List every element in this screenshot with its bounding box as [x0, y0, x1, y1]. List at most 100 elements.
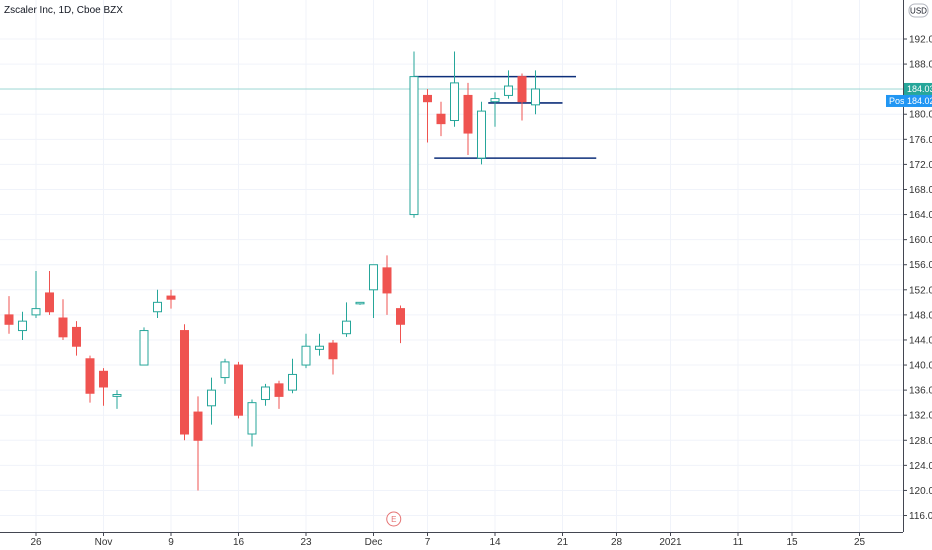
candle-body: [342, 320, 351, 335]
candle-up: [261, 383, 270, 406]
price-tick-label: 176.00: [909, 135, 932, 146]
time-tick-label: 26: [30, 537, 42, 548]
candle-down: [234, 361, 243, 419]
candle-body: [504, 85, 513, 96]
time-tick-label: 28: [611, 537, 623, 548]
candle-body: [112, 394, 122, 397]
candle-up: [31, 270, 41, 319]
time-tick-label: 11: [733, 537, 744, 548]
candle-body: [31, 308, 41, 316]
candle-body: [436, 113, 446, 125]
candle-up: [207, 377, 216, 425]
candle-body: [85, 358, 95, 394]
candle-down: [436, 101, 446, 137]
time-tick-label: Dec: [365, 537, 383, 548]
candle-down: [396, 305, 405, 344]
time-tick-label: 7: [425, 537, 431, 548]
candle-body: [193, 411, 203, 441]
time-tick-label: 14: [489, 537, 501, 548]
candle-up: [409, 51, 419, 218]
candle-body: [58, 317, 68, 338]
candle-body: [207, 389, 216, 407]
candle-body: [247, 402, 257, 435]
candle-up: [342, 302, 351, 337]
time-tick-label: 21: [557, 537, 569, 548]
price-tick-label: 124.00: [909, 461, 932, 472]
candle-body: [301, 345, 311, 366]
candle-down: [517, 73, 527, 121]
candle-down: [423, 89, 432, 143]
candle-down: [382, 255, 392, 315]
last-price-tag: 184.03: [904, 82, 932, 95]
last-price-value: 184.03: [907, 84, 932, 94]
candle-body: [4, 314, 14, 325]
candle-down: [99, 368, 108, 406]
candle-body: [288, 373, 297, 391]
post-market-price: 184.02: [907, 96, 932, 106]
candle-up: [18, 311, 27, 340]
candle-body: [261, 386, 270, 401]
earnings-event-label: E: [391, 515, 396, 524]
price-tick-label: 140.00: [909, 361, 932, 372]
currency-button[interactable]: USD: [908, 3, 929, 18]
candle-body: [409, 76, 419, 216]
candle-body: [477, 110, 486, 159]
candle-down: [463, 82, 473, 155]
time-axis[interactable]: 26 Nov 9 16 23 Dec 7 14 21 28 2021 11 15 25: [30, 532, 865, 548]
candle-up: [288, 358, 297, 394]
candle-up: [139, 327, 149, 366]
candle-body: [315, 345, 324, 350]
candle-body: [220, 361, 230, 379]
candle-body: [274, 383, 284, 397]
price-tick-label: 156.00: [909, 260, 932, 271]
price-axis[interactable]: 116.00 120.00 124.00 128.00 132.00 136.00 140.…: [903, 35, 932, 523]
candle-up: [490, 92, 500, 127]
candle-body: [517, 76, 527, 103]
price-tick-label: 172.00: [909, 160, 932, 171]
price-tick-label: 136.00: [909, 386, 932, 397]
candle-up: [220, 358, 230, 384]
candle-down: [4, 296, 14, 334]
candle-up: [531, 70, 540, 115]
price-tick-label: 144.00: [909, 335, 932, 346]
time-tick-label: 2021: [659, 537, 682, 548]
candle-up: [450, 51, 459, 127]
drawn-horizontal-lines[interactable]: [414, 75, 597, 159]
candle-up: [153, 289, 162, 319]
candle-body: [531, 88, 540, 106]
candle-down: [180, 324, 189, 441]
candle-down: [45, 270, 54, 315]
candle-body: [463, 94, 473, 134]
candle-body: [396, 308, 405, 325]
time-tick-label: 16: [233, 537, 245, 548]
candle-down: [85, 355, 95, 403]
price-tick-label: 132.00: [909, 411, 932, 422]
time-tick-label: Nov: [95, 537, 113, 548]
candle-body: [18, 320, 27, 332]
candle-up: [315, 333, 324, 356]
price-tick-label: 160.00: [909, 235, 932, 246]
candle-up: [504, 70, 513, 99]
candle-body: [99, 370, 108, 388]
candle-down: [166, 289, 176, 309]
price-tick-label: 192.00: [909, 35, 932, 46]
currency-label: USD: [910, 7, 927, 16]
earnings-event-marker[interactable]: E: [386, 511, 402, 527]
candle-up: [369, 264, 378, 319]
price-tick-label: 180.00: [909, 110, 932, 121]
candle-body: [328, 342, 338, 360]
candle-down: [72, 321, 81, 356]
candle-up: [301, 333, 311, 369]
price-tick-label: 116.00: [909, 511, 932, 522]
candle-body: [72, 326, 81, 347]
price-tick-label: 188.00: [909, 60, 932, 71]
time-tick-label: 9: [168, 537, 174, 548]
post-market-tag: Post 184.02: [886, 94, 932, 107]
chart-title: Zscaler Inc, 1D, Cboe BZX: [4, 5, 123, 16]
candle-down: [193, 396, 203, 491]
price-tick-label: 164.00: [909, 210, 932, 221]
candle-body: [45, 292, 54, 313]
candle-down: [274, 380, 284, 409]
price-tick-label: 152.00: [909, 285, 932, 296]
